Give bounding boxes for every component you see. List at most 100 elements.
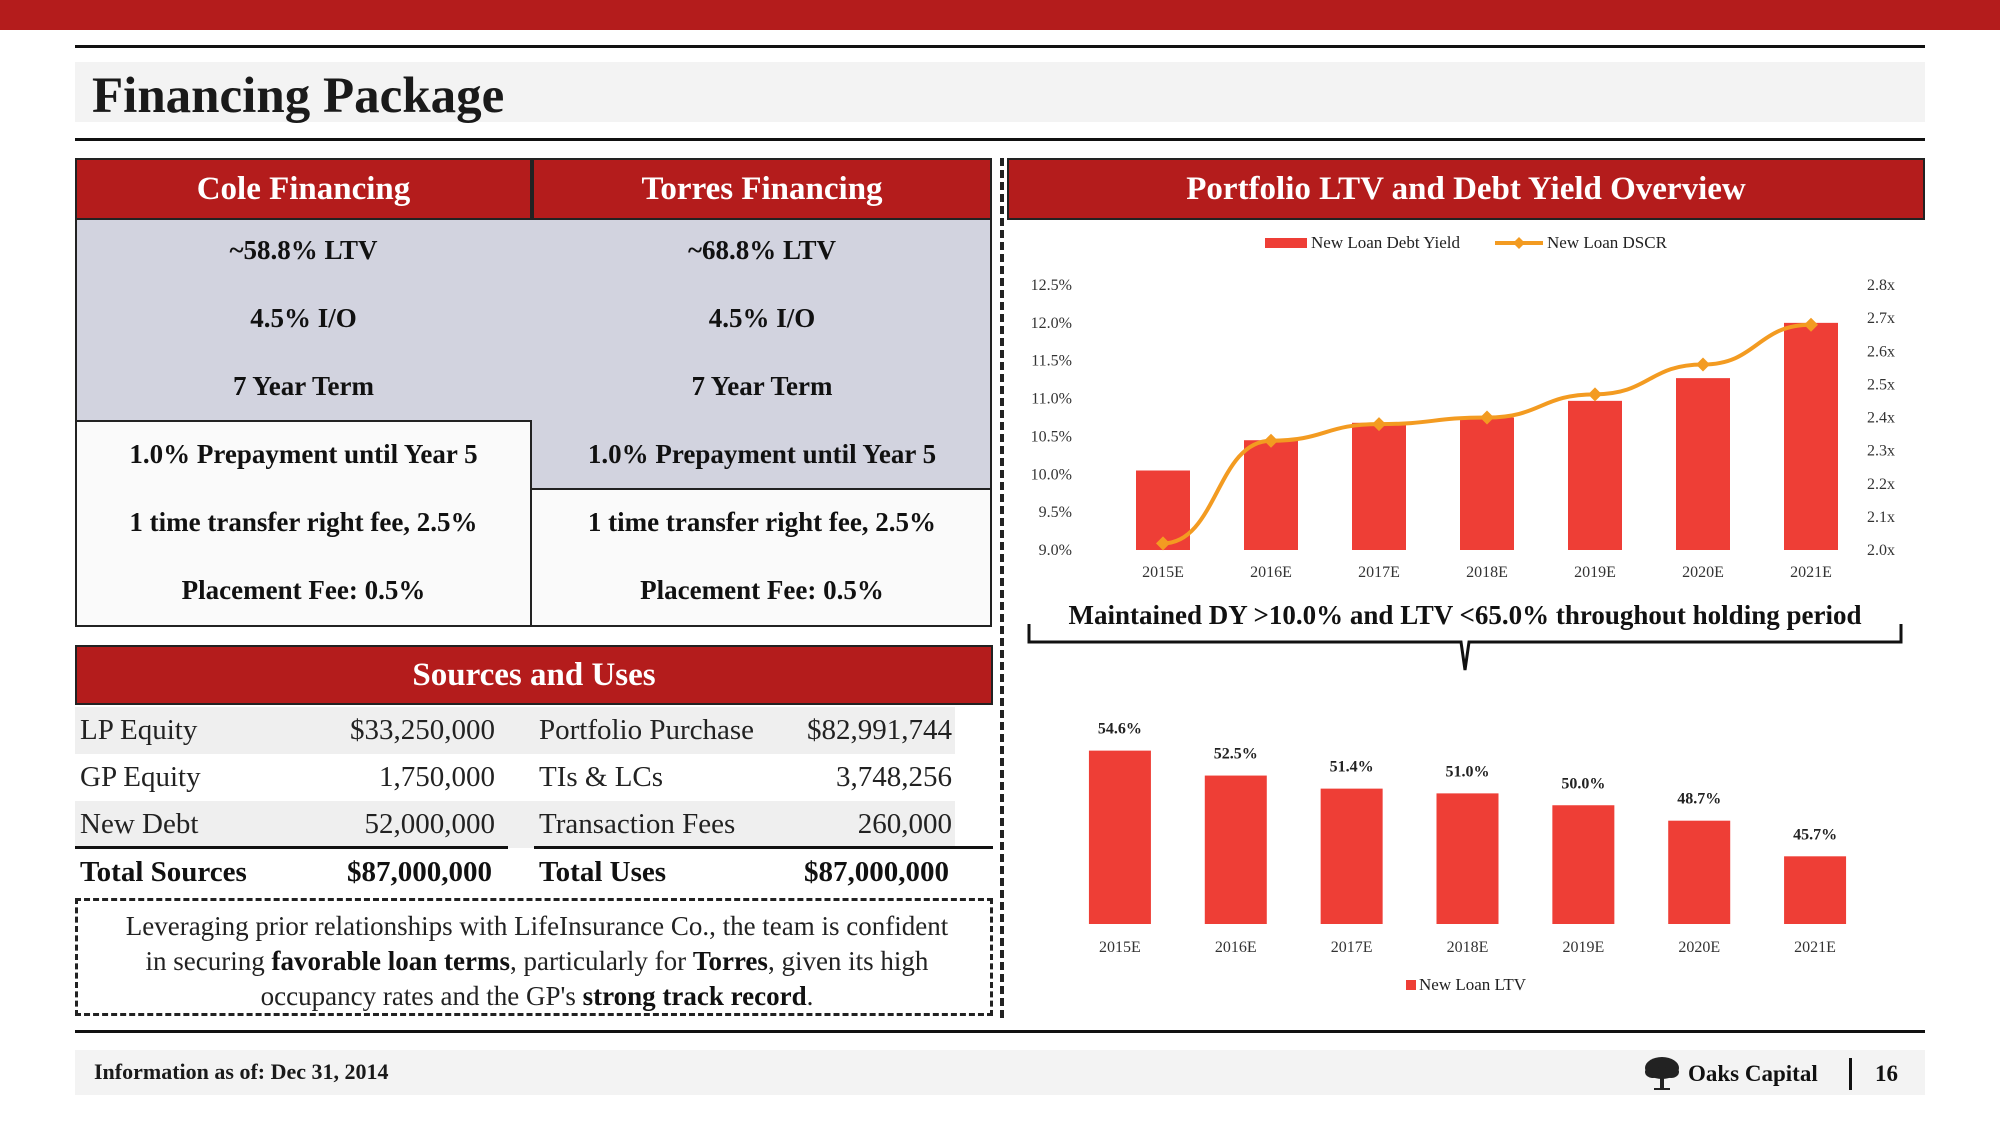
use-label: Transaction Fees: [539, 808, 736, 840]
ltv-bar: [1784, 856, 1847, 924]
x-axis-tick: 2021E: [1790, 564, 1832, 581]
legend-label-debt-yield: New Loan Debt Yield: [1311, 233, 1461, 252]
header-rule-top: [75, 45, 1925, 48]
note-emphasis: strong track record: [582, 981, 807, 1011]
dscr-point: [1804, 317, 1818, 332]
x-axis-tick: 2015E: [1099, 939, 1141, 956]
brand-name: Oaks Capital: [1688, 1061, 1818, 1086]
oak-tree-icon: [1645, 1057, 1679, 1090]
x-axis-tick: 2019E: [1574, 564, 1616, 581]
note-text-segment: , given its high: [767, 946, 929, 976]
sources-uses-header: Sources and Uses: [75, 645, 993, 705]
debt-yield-dscr-chart: New Loan Debt Yield New Loan DSCR 12.5% 12.…: [1031, 233, 1895, 581]
source-label: LP Equity: [80, 714, 198, 746]
y-axis-left-tick: 12.5%: [1031, 277, 1072, 294]
header-rule-bottom: [75, 138, 1925, 141]
x-axis-tick: 2016E: [1215, 939, 1257, 956]
note-text-segment: , particularly for: [509, 946, 693, 976]
debt-yield-bar: [1460, 417, 1514, 550]
debt-yield-bar: [1568, 400, 1622, 550]
y-axis-left-tick: 11.0%: [1031, 391, 1072, 408]
cole-financing-header: Cole Financing: [75, 158, 532, 220]
note-line-1: Leveraging prior relationships with Life…: [125, 911, 949, 941]
uses-total-rule: [534, 846, 993, 849]
use-label: Portfolio Purchase: [539, 714, 755, 746]
x-axis-tick: 2018E: [1466, 564, 1508, 581]
dscr-point: [1696, 357, 1710, 372]
cole-term-length: 7 Year Term: [233, 371, 374, 401]
note-text-segment: in securing: [145, 946, 272, 976]
cole-term-prepayment: 1.0% Prepayment until Year 5: [129, 439, 478, 469]
torres-term-io: 4.5% I/O: [708, 303, 816, 333]
torres-term-length: 7 Year Term: [691, 371, 833, 401]
portfolio-overview-header: Portfolio LTV and Debt Yield Overview: [1007, 158, 1925, 220]
legend-swatch-debt-yield: [1265, 238, 1307, 248]
footer-rule: [75, 1030, 1925, 1033]
torres-term-prepayment: 1.0% Prepayment until Year 5: [587, 439, 937, 469]
y-axis-left-tick: 9.0%: [1039, 542, 1072, 559]
ltv-data-label: 51.0%: [1446, 763, 1490, 780]
source-label: New Debt: [80, 808, 199, 840]
dscr-point: [1264, 433, 1278, 448]
total-sources-amount: $87,000,000: [347, 856, 492, 888]
use-label: TIs & LCs: [539, 761, 664, 793]
x-axis-tick: 2021E: [1794, 939, 1836, 956]
torres-terms-panel: [532, 220, 992, 627]
torres-term-transfer-fee: 1 time transfer right fee, 2.5%: [587, 507, 937, 537]
x-axis-tick: 2017E: [1331, 939, 1373, 956]
note-text-segment: occupancy rates and the GP's: [260, 981, 583, 1011]
sources-uses-row: [75, 707, 955, 754]
cole-term-placement-fee: Placement Fee: 0.5%: [181, 575, 426, 605]
source-label: GP Equity: [80, 761, 201, 793]
x-axis-tick: 2020E: [1682, 564, 1724, 581]
cole-terms-panel: [75, 220, 532, 627]
y-axis-right-tick: 2.5x: [1867, 376, 1895, 393]
ltv-data-label: 48.7%: [1677, 791, 1721, 808]
source-amount: $33,250,000: [350, 714, 495, 746]
dscr-point: [1480, 410, 1494, 425]
ltv-data-label: 50.0%: [1561, 775, 1605, 792]
use-amount: 3,748,256: [836, 761, 952, 793]
ltv-bar: [1204, 775, 1267, 924]
ltv-bar: [1320, 788, 1383, 924]
cole-term-io: 4.5% I/O: [250, 303, 357, 333]
top-accent-bar: [0, 0, 2000, 30]
section-divider: [1000, 158, 1004, 1018]
footer-separator: [1849, 1058, 1852, 1090]
legend-label-dscr: New Loan DSCR: [1547, 233, 1668, 252]
y-axis-right-tick: 2.8x: [1867, 277, 1895, 294]
holding-period-callout: Maintained DY >10.0% and LTV <65.0% thro…: [1068, 600, 1862, 630]
ltv-bar: [1668, 820, 1731, 924]
page-number: 16: [1875, 1061, 1898, 1086]
debt-yield-bar: [1784, 322, 1838, 550]
torres-term-placement-fee: Placement Fee: 0.5%: [640, 575, 884, 605]
legend-marker-dscr: [1513, 237, 1525, 249]
x-axis-tick: 2016E: [1250, 564, 1292, 581]
source-amount: 52,000,000: [364, 808, 496, 840]
cole-terms-highlight: [77, 220, 532, 422]
x-axis-tick: 2015E: [1142, 564, 1184, 581]
source-amount: 1,750,000: [379, 761, 495, 793]
ltv-bar: [1552, 805, 1615, 924]
footer-band: [75, 1050, 1925, 1095]
y-axis-left-tick: 10.0%: [1031, 466, 1072, 483]
y-axis-left-tick: 12.0%: [1031, 315, 1072, 332]
ltv-bar: [1088, 750, 1151, 924]
ltv-data-label: 52.5%: [1214, 746, 1258, 763]
y-axis-left-tick: 9.5%: [1039, 504, 1072, 521]
debt-yield-bar: [1676, 378, 1730, 550]
ltv-data-label: 54.6%: [1098, 721, 1142, 738]
x-axis-tick: 2020E: [1678, 939, 1720, 956]
y-axis-right-tick: 2.6x: [1867, 343, 1895, 360]
total-uses-label: Total Uses: [539, 856, 667, 888]
y-axis-right-tick: 2.1x: [1867, 509, 1895, 526]
x-axis-tick: 2019E: [1562, 939, 1604, 956]
torres-term-ltv: ~68.8% LTV: [687, 235, 837, 265]
dscr-point: [1588, 387, 1602, 402]
y-axis-right-tick: 2.4x: [1867, 410, 1895, 427]
x-axis-tick: 2017E: [1358, 564, 1400, 581]
cole-term-ltv: ~58.8% LTV: [229, 235, 378, 265]
legend-swatch-ltv: [1406, 980, 1416, 990]
torres-terms-highlight: [532, 220, 990, 490]
x-axis-tick: 2018E: [1447, 939, 1489, 956]
